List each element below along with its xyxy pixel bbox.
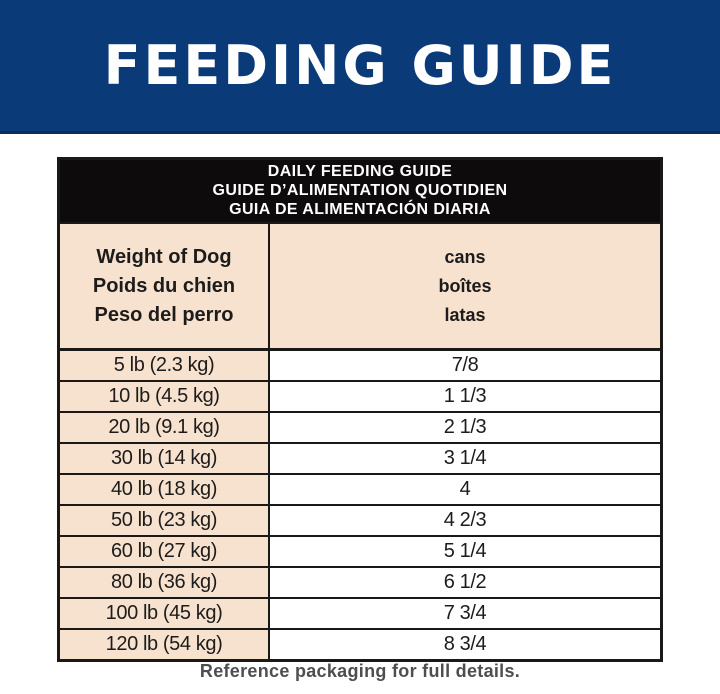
cans-cell: 7/8 xyxy=(270,351,660,380)
feeding-guide-banner: FEEDING GUIDE xyxy=(0,0,720,134)
weight-cell: 5 lb (2.3 kg) xyxy=(60,351,270,380)
table-title-es: GUIA DE ALIMENTACIÓN DIARIA xyxy=(229,201,491,218)
table-title-fr: GUIDE D’ALIMENTATION QUOTIDIEN xyxy=(212,182,508,199)
table-row: 60 lb (27 kg) 5 1/4 xyxy=(60,537,660,568)
cans-header-es: latas xyxy=(444,304,486,325)
table-title-en: DAILY FEEDING GUIDE xyxy=(267,163,453,180)
cans-header-fr: boîtes xyxy=(438,275,492,296)
cans-column-header: cans boîtes latas xyxy=(270,224,660,348)
weight-cell: 30 lb (14 kg) xyxy=(60,444,270,473)
weight-header-en: Weight of Dog xyxy=(96,245,232,268)
banner-title: FEEDING GUIDE xyxy=(103,34,617,97)
cans-cell: 1 1/3 xyxy=(270,382,660,411)
weight-cell: 20 lb (9.1 kg) xyxy=(60,413,270,442)
weight-cell: 80 lb (36 kg) xyxy=(60,568,270,597)
cans-cell: 8 3/4 xyxy=(270,630,660,659)
weight-cell: 50 lb (23 kg) xyxy=(60,506,270,535)
cans-cell: 4 xyxy=(270,475,660,504)
daily-feeding-table: DAILY FEEDING GUIDE GUIDE D’ALIMENTATION… xyxy=(57,157,663,662)
weight-column-header: Weight of Dog Poids du chien Peso del pe… xyxy=(60,224,270,348)
weight-header-fr: Poids du chien xyxy=(92,274,236,297)
table-row: 30 lb (14 kg) 3 1/4 xyxy=(60,444,660,475)
cans-cell: 6 1/2 xyxy=(270,568,660,597)
table-row: 10 lb (4.5 kg) 1 1/3 xyxy=(60,382,660,413)
footer-note: Reference packaging for full details. xyxy=(199,661,521,681)
cans-cell: 3 1/4 xyxy=(270,444,660,473)
weight-header-es: Peso del perro xyxy=(94,303,234,326)
weight-cell: 100 lb (45 kg) xyxy=(60,599,270,628)
table-row: 50 lb (23 kg) 4 2/3 xyxy=(60,506,660,537)
column-header-row: Weight of Dog Poids du chien Peso del pe… xyxy=(60,224,660,351)
cans-header-en: cans xyxy=(444,246,486,267)
weight-cell: 40 lb (18 kg) xyxy=(60,475,270,504)
table-row: 20 lb (9.1 kg) 2 1/3 xyxy=(60,413,660,444)
cans-cell: 2 1/3 xyxy=(270,413,660,442)
weight-cell: 10 lb (4.5 kg) xyxy=(60,382,270,411)
table-row: 80 lb (36 kg) 6 1/2 xyxy=(60,568,660,599)
weight-cell: 60 lb (27 kg) xyxy=(60,537,270,566)
table-row: 40 lb (18 kg) 4 xyxy=(60,475,660,506)
table-row: 100 lb (45 kg) 7 3/4 xyxy=(60,599,660,630)
table-title-band: DAILY FEEDING GUIDE GUIDE D’ALIMENTATION… xyxy=(60,160,660,224)
cans-cell: 5 1/4 xyxy=(270,537,660,566)
weight-cell: 120 lb (54 kg) xyxy=(60,630,270,659)
feeding-table-body: 5 lb (2.3 kg) 7/8 10 lb (4.5 kg) 1 1/3 20 lb… xyxy=(60,351,660,659)
cans-cell: 7 3/4 xyxy=(270,599,660,628)
table-row: 5 lb (2.3 kg) 7/8 xyxy=(60,351,660,382)
table-row: 120 lb (54 kg) 8 3/4 xyxy=(60,630,660,659)
cans-cell: 4 2/3 xyxy=(270,506,660,535)
